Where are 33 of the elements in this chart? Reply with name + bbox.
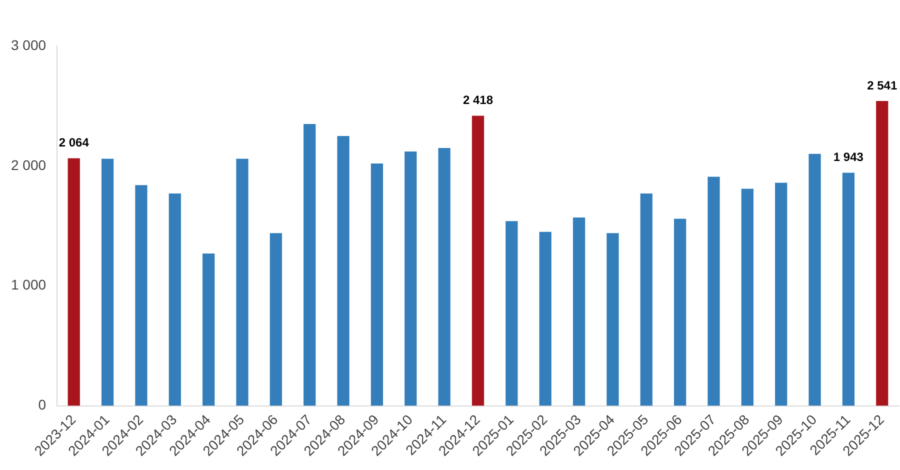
bar bbox=[68, 158, 80, 406]
y-tick-label: 2 000 bbox=[10, 156, 46, 173]
bar bbox=[808, 154, 821, 406]
data-label: 2 541 bbox=[867, 78, 898, 92]
bar bbox=[337, 136, 350, 406]
data-label: 1 943 bbox=[833, 150, 864, 164]
bar bbox=[775, 182, 788, 406]
bar bbox=[168, 194, 181, 406]
bar bbox=[135, 185, 148, 406]
bar bbox=[572, 218, 586, 406]
data-label: 2 418 bbox=[462, 93, 494, 108]
bar bbox=[370, 164, 384, 406]
bar bbox=[404, 152, 417, 406]
bar bbox=[674, 218, 686, 406]
bar bbox=[876, 101, 888, 406]
bar bbox=[539, 232, 552, 406]
bar bbox=[741, 188, 754, 406]
bar bbox=[708, 176, 720, 406]
data-label: 2 064 bbox=[58, 136, 90, 150]
bar bbox=[472, 116, 484, 406]
y-tick-label: 0 bbox=[38, 396, 46, 413]
bar bbox=[270, 233, 282, 406]
bar bbox=[236, 158, 248, 406]
bar bbox=[606, 233, 619, 406]
bar bbox=[202, 253, 215, 406]
y-tick-label: 3 000 bbox=[10, 36, 46, 53]
bar bbox=[842, 172, 855, 406]
bar bbox=[438, 148, 450, 406]
y-tick-label: 1 000 bbox=[10, 276, 46, 293]
bar bbox=[304, 124, 316, 406]
bar bbox=[640, 194, 652, 406]
bar bbox=[506, 221, 518, 406]
bar bbox=[101, 158, 114, 406]
